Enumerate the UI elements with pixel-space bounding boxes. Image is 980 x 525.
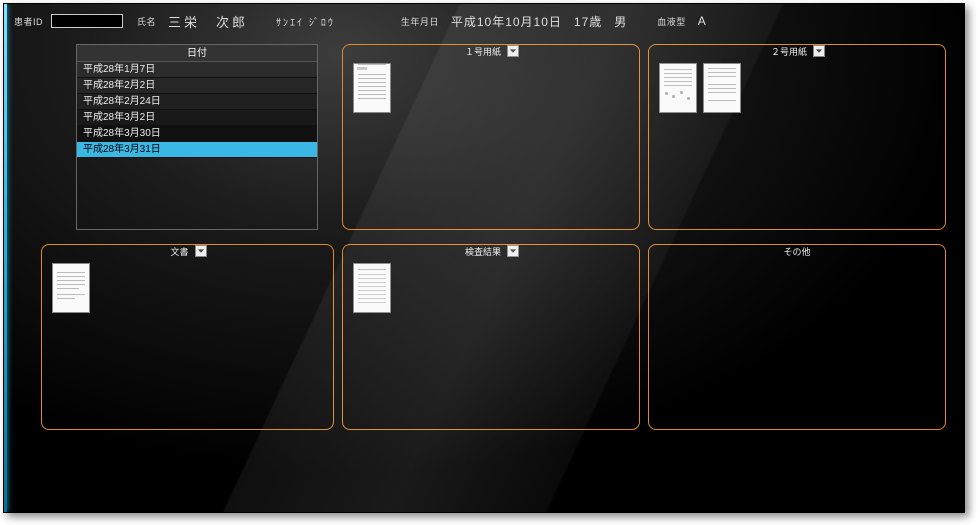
app-window: 患者ID 氏名 三栄 次郎 ｻﾝｴｲ ｼﾞﾛｳ 生年月日 平成10年10月10日…: [3, 3, 965, 513]
pane-other: その他: [648, 244, 946, 430]
pane-form2: ２号用紙: [648, 44, 946, 230]
thumb-lab[interactable]: [353, 263, 391, 313]
blood-value: A: [698, 14, 707, 28]
date-row[interactable]: 平成28年3月31日: [77, 142, 317, 158]
pane-form1-title: １号用紙: [463, 45, 503, 58]
pane-other-title: その他: [781, 245, 812, 258]
patient-id-label: 患者ID: [14, 15, 43, 28]
patient-id-input[interactable]: [51, 14, 123, 28]
accent-bar: [4, 4, 7, 512]
thumb-form1[interactable]: [353, 63, 391, 113]
pane-form1: １号用紙: [342, 44, 640, 230]
pane-lab-dropdown[interactable]: [507, 245, 519, 257]
blood-label: 血液型: [657, 15, 686, 28]
thumb-form2-a[interactable]: [659, 63, 697, 113]
pane-lab-title: 検査結果: [463, 245, 503, 258]
date-row[interactable]: 平成28年3月30日: [77, 126, 317, 142]
pane-lab: 検査結果: [342, 244, 640, 430]
header: 患者ID 氏名 三栄 次郎 ｻﾝｴｲ ｼﾞﾛｳ 生年月日 平成10年10月10日…: [14, 10, 954, 32]
pane-doc-dropdown[interactable]: [195, 245, 207, 257]
pane-form1-dropdown[interactable]: [507, 45, 519, 57]
dob-value: 平成10年10月10日: [451, 13, 562, 30]
date-row[interactable]: 平成28年3月2日: [77, 110, 317, 126]
date-list-panel: 日付 平成28年1月7日平成28年2月2日平成28年2月24日平成28年3月2日…: [76, 44, 318, 230]
dob-label: 生年月日: [401, 15, 439, 28]
pane-form2-title: ２号用紙: [769, 45, 809, 58]
thumb-doc[interactable]: [52, 263, 90, 313]
name-kana: ｻﾝｴｲ ｼﾞﾛｳ: [276, 14, 335, 29]
date-list-header: 日付: [77, 45, 317, 62]
date-list: 平成28年1月7日平成28年2月2日平成28年2月24日平成28年3月2日平成2…: [77, 62, 317, 158]
pane-form2-dropdown[interactable]: [813, 45, 825, 57]
sex-value: 男: [614, 13, 627, 30]
age-value: 17歳: [574, 13, 602, 30]
name-label: 氏名: [137, 15, 156, 28]
name-value: 三栄 次郎: [168, 12, 248, 31]
pane-doc-title: 文書: [168, 245, 190, 258]
thumb-form2-b[interactable]: [703, 63, 741, 113]
date-row[interactable]: 平成28年2月24日: [77, 94, 317, 110]
date-row[interactable]: 平成28年1月7日: [77, 62, 317, 78]
date-row[interactable]: 平成28年2月2日: [77, 78, 317, 94]
pane-doc: 文書: [41, 244, 334, 430]
